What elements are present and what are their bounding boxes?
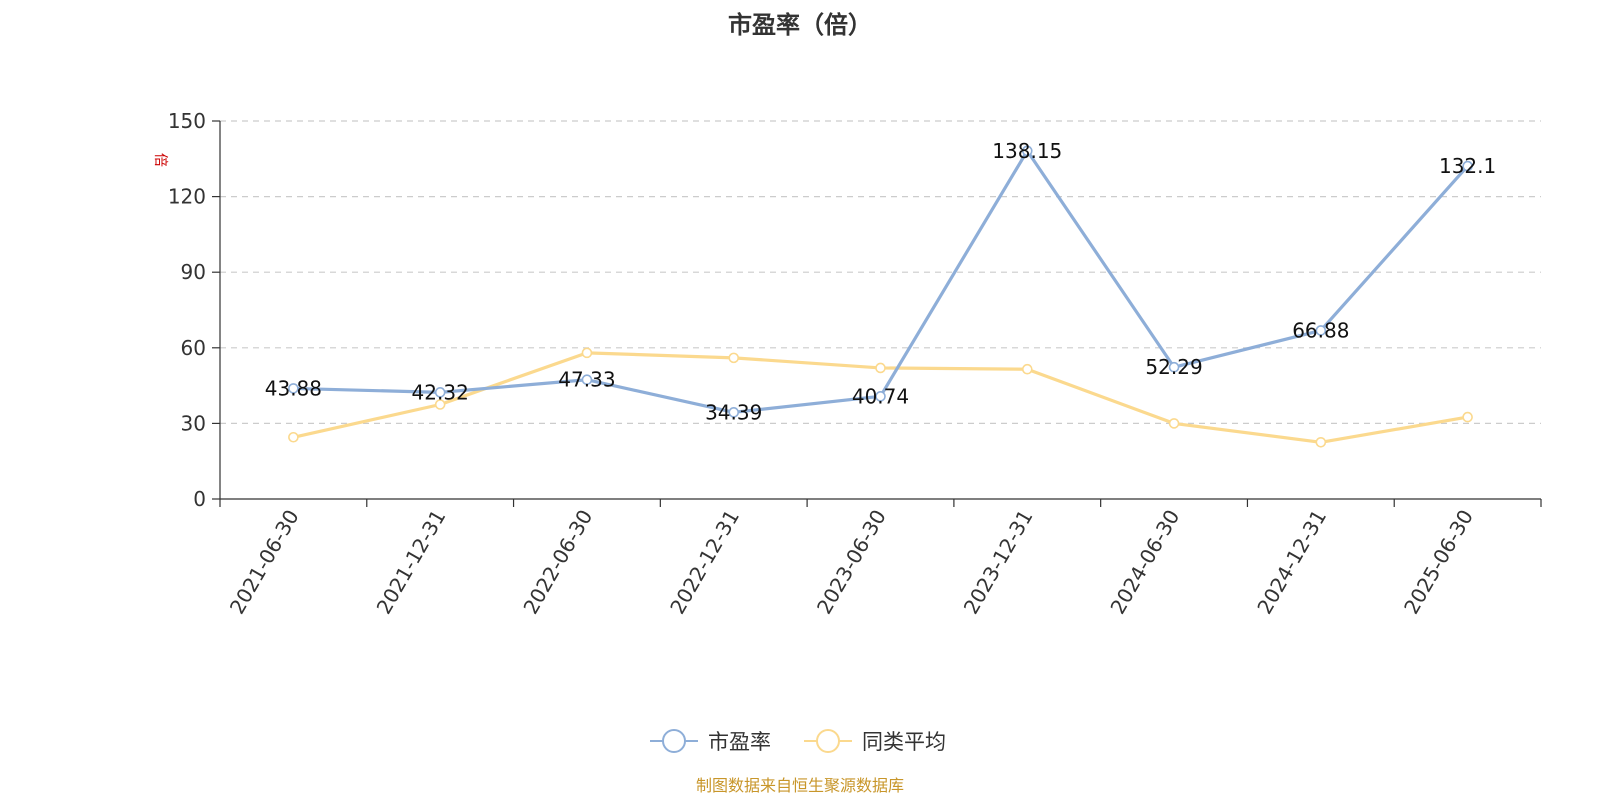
data-point: [581, 347, 593, 359]
x-tick-label: 2023-12-31: [959, 506, 1038, 619]
data-point: [728, 407, 740, 418]
data-label: 42.32: [412, 380, 469, 404]
axes: 0 30 60 90 120 150 2021-06-30 2021-12-31 2022-06…: [168, 109, 1542, 619]
y-tick-label: 90: [181, 260, 206, 284]
y-tick-label: 0: [193, 487, 206, 511]
data-point: [434, 399, 446, 410]
data-point: [1021, 363, 1033, 375]
data-point: [1315, 325, 1327, 336]
data-point: [288, 431, 299, 443]
x-tick-label: 2021-12-31: [372, 505, 451, 618]
y-tick-label: 30: [181, 411, 206, 435]
data-point: [875, 391, 886, 402]
data-point: [1462, 411, 1473, 423]
chart-title: 市盈率（倍）: [728, 11, 872, 39]
data-point: [581, 374, 593, 386]
grid-lines: [220, 120, 1541, 424]
source-note: 制图数据来自恒生聚源数据库: [696, 776, 904, 795]
x-tick-label: 2024-12-31: [1252, 506, 1331, 619]
data-label: 43.88: [265, 376, 322, 400]
data-labels: 43.88 42.32 47.33 34.39 40.74 138.15 52.29 66.8…: [265, 139, 1496, 424]
series-layer: [288, 145, 1473, 448]
legend-label: 同类平均: [862, 730, 946, 754]
legend-label: 市盈率: [708, 730, 771, 754]
data-point: [875, 362, 886, 374]
y-tick-label: 120: [168, 185, 206, 209]
x-tick-label: 2024-06-30: [1105, 506, 1184, 619]
data-label: 52.29: [1145, 355, 1202, 379]
data-label: 66.88: [1292, 318, 1349, 342]
y-tick-label: 150: [168, 109, 206, 133]
data-point: [1462, 160, 1473, 172]
x-tick-label: 2022-06-30: [518, 506, 597, 619]
data-point: [728, 352, 740, 364]
data-point: [1168, 418, 1180, 429]
x-tick-label: 2023-06-30: [812, 506, 891, 619]
data-label: 47.33: [558, 368, 615, 392]
data-point: [288, 383, 299, 394]
data-label: 132.1: [1439, 154, 1496, 178]
data-point: [1021, 145, 1033, 157]
data-label: 138.15: [992, 139, 1062, 163]
data-point: [1315, 436, 1327, 448]
x-tick-label: 2021-06-30: [225, 506, 304, 619]
legend-marker: [662, 729, 686, 753]
data-point: [434, 387, 446, 398]
legend: 市盈率 同类平均: [650, 729, 946, 754]
x-tick-label: 2025-06-30: [1399, 506, 1478, 619]
y-axis-unit-label: 倍: [152, 153, 168, 167]
y-tick-label: 60: [181, 336, 206, 360]
data-point: [1168, 361, 1180, 373]
data-label: 34.39: [705, 400, 762, 424]
x-tick-label: 2022-12-31: [665, 506, 744, 619]
data-label: 40.74: [852, 384, 909, 408]
legend-marker: [816, 729, 840, 753]
